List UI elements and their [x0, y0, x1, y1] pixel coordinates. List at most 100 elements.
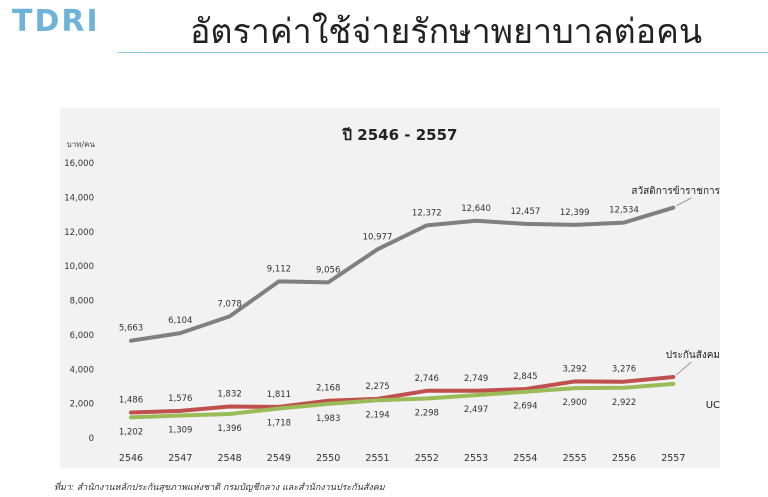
- data-point: [425, 223, 429, 227]
- x-tick-label: 2549: [267, 453, 291, 464]
- y-tick-label: 8,000: [70, 297, 94, 307]
- chart-panel: [60, 108, 720, 468]
- series-line: [129, 205, 676, 343]
- legend-entry: ประกันสังคม: [666, 350, 720, 361]
- data-point: [425, 397, 429, 401]
- data-label: 7,078: [217, 299, 241, 309]
- x-tick-label: 2557: [661, 453, 685, 464]
- x-tick-label: 2547: [168, 453, 192, 464]
- x-tick-label: 2546: [119, 453, 143, 464]
- data-point: [326, 280, 330, 284]
- data-label: 3,276: [612, 365, 636, 375]
- data-point: [671, 375, 675, 379]
- data-point: [129, 415, 133, 419]
- x-tick-label: 2552: [415, 453, 439, 464]
- data-label: 5,663: [119, 324, 143, 334]
- y-tick-label: 14,000: [64, 193, 94, 203]
- source-note: ที่มา: สำนักงานหลักประกันสุขภาพแห่งชาติ …: [54, 483, 385, 493]
- data-point: [376, 247, 379, 251]
- data-point: [178, 331, 182, 335]
- x-tick-label: 2553: [464, 453, 488, 464]
- data-point: [474, 393, 478, 397]
- data-label: 12,640: [461, 204, 491, 214]
- y-tick-label: 12,000: [64, 228, 94, 238]
- x-tick-label: 2555: [563, 453, 587, 464]
- data-point: [228, 412, 232, 416]
- data-point: [277, 406, 281, 410]
- data-label: 2,749: [464, 374, 488, 384]
- data-label: 2,746: [415, 374, 439, 384]
- y-tick-label: 0: [89, 434, 94, 444]
- x-tick-label: 2550: [316, 453, 340, 464]
- legend-entry: UC: [706, 400, 720, 411]
- data-point: [376, 398, 379, 402]
- data-label: 9,056: [316, 265, 340, 275]
- data-point: [573, 223, 577, 227]
- data-point: [425, 389, 429, 393]
- data-point: [573, 386, 577, 390]
- data-point: [129, 410, 133, 414]
- data-point: [326, 402, 330, 406]
- data-point: [178, 409, 182, 413]
- tdri-logo: TDRI: [12, 4, 100, 39]
- x-tick-label: 2554: [513, 453, 537, 464]
- data-label: 12,534: [609, 206, 639, 216]
- header-rule: [118, 52, 768, 53]
- data-point: [326, 399, 330, 403]
- data-label: 3,292: [563, 364, 587, 374]
- x-tick-label: 2548: [218, 453, 242, 464]
- data-label: 12,457: [511, 207, 541, 217]
- data-point: [228, 314, 232, 318]
- data-point: [228, 405, 232, 409]
- data-label: 2,168: [316, 384, 340, 394]
- data-label: 1,832: [217, 390, 241, 400]
- data-point: [474, 389, 478, 393]
- data-label: 9,112: [267, 264, 291, 274]
- data-point: [523, 222, 527, 226]
- legend-leader-line: [676, 197, 692, 207]
- data-label: 1,396: [217, 424, 241, 434]
- chart-title: ปี 2546 - 2557: [342, 126, 458, 144]
- data-label: 2,694: [513, 402, 537, 412]
- data-label: 12,372: [412, 208, 442, 218]
- data-point: [622, 221, 626, 225]
- data-label: 12,399: [560, 208, 590, 218]
- data-label: 6,104: [168, 316, 192, 326]
- series-line: [129, 381, 676, 420]
- data-label: 2,497: [464, 405, 488, 415]
- y-tick-label: 2,000: [70, 400, 94, 410]
- series-line: [129, 374, 676, 415]
- legend-entry: สวัสดิการข้าราชการ: [631, 185, 720, 197]
- data-label: 1,811: [267, 390, 291, 400]
- data-label: 2,922: [612, 398, 636, 408]
- page-title: อัตราค่าใช้จ่ายรักษาพยาบาลต่อคน: [190, 12, 703, 52]
- data-label: 2,845: [513, 372, 537, 382]
- y-tick-label: 4,000: [70, 365, 94, 375]
- y-tick-label: 6,000: [70, 331, 94, 341]
- data-point: [671, 206, 675, 210]
- data-label: 2,275: [365, 382, 389, 392]
- data-label: 2,900: [563, 398, 587, 408]
- data-point: [178, 414, 182, 418]
- data-label: 1,486: [119, 395, 143, 405]
- data-point: [671, 382, 675, 386]
- data-point: [129, 339, 133, 343]
- data-label: 2,298: [415, 409, 439, 419]
- x-tick-label: 2556: [612, 453, 636, 464]
- data-point: [474, 219, 478, 223]
- data-label: 1,983: [316, 414, 340, 424]
- x-tick-label: 2551: [365, 453, 389, 464]
- data-label: 10,977: [363, 232, 393, 242]
- legend-leader-line: [675, 361, 692, 376]
- data-label: 1,202: [119, 427, 143, 437]
- data-label: 2,194: [365, 410, 389, 420]
- data-point: [277, 279, 281, 283]
- data-point: [622, 380, 626, 384]
- y-tick-label: 16,000: [64, 159, 94, 169]
- y-axis-label: บาท/คน: [67, 140, 96, 149]
- data-label: 1,718: [267, 418, 291, 428]
- y-tick-label: 10,000: [64, 262, 94, 272]
- data-point: [622, 386, 626, 390]
- data-label: 1,576: [168, 394, 192, 404]
